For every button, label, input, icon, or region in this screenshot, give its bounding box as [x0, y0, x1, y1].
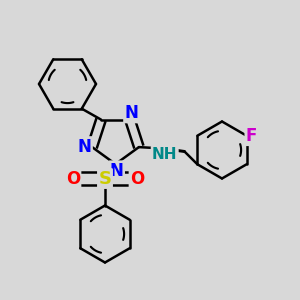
Text: N: N [124, 104, 138, 122]
Text: N: N [78, 137, 92, 155]
Text: NH: NH [152, 147, 178, 162]
Text: N: N [110, 162, 124, 180]
Text: F: F [246, 127, 257, 145]
Text: O: O [130, 169, 144, 188]
Text: O: O [66, 169, 80, 188]
Text: S: S [98, 169, 112, 188]
